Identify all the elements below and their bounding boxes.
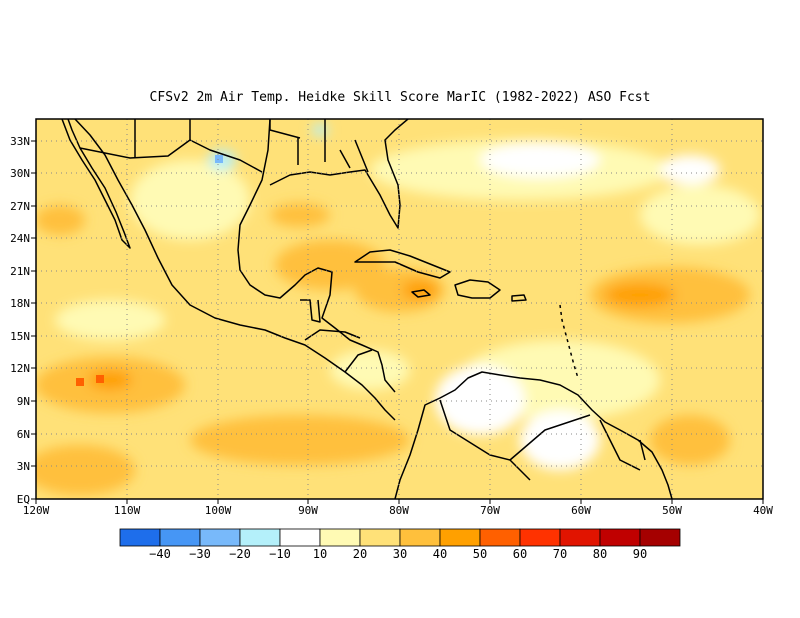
shading-orange-3 bbox=[190, 415, 410, 465]
colorbar-label: −20 bbox=[229, 547, 251, 561]
shading-red-2 bbox=[96, 375, 104, 383]
colorbar-label: 50 bbox=[473, 547, 487, 561]
colorbar-swatches bbox=[119, 528, 681, 547]
colorbar-swatch bbox=[239, 528, 281, 547]
colorbar-swatch bbox=[319, 528, 361, 547]
figure-title: CFSv2 2m Air Temp. Heidke Skill Score Ma… bbox=[150, 90, 651, 105]
coastline-mexico-pacific bbox=[74, 119, 396, 421]
coastline-lesser-antilles bbox=[559, 304, 579, 379]
border-us-states bbox=[134, 119, 369, 173]
colorbar-label: −40 bbox=[149, 547, 171, 561]
coastline-cuba bbox=[354, 249, 451, 279]
coastline-hispaniola bbox=[454, 279, 501, 299]
colorbar-label: −10 bbox=[269, 547, 291, 561]
colorbar-label: 40 bbox=[433, 547, 447, 561]
x-axis: 120W 110W 100W 90W 80W 70W 60W 50W 40W bbox=[23, 499, 773, 517]
shading-white-3 bbox=[520, 410, 600, 470]
y-tick-label: 12N bbox=[10, 362, 30, 375]
shading-orange-5 bbox=[355, 268, 445, 312]
colorbar-swatch bbox=[639, 528, 681, 547]
colorbar-swatch bbox=[399, 528, 441, 547]
colorbar-label: 90 bbox=[633, 547, 647, 561]
shading-light-6 bbox=[330, 350, 410, 390]
shading-light-1 bbox=[130, 160, 250, 240]
y-tick-label: 3N bbox=[17, 460, 30, 473]
y-axis: EQ 3N 6N 9N 12N 15N 18N 21N 24N 27N 30N … bbox=[10, 135, 36, 506]
coastline-puerto-rico bbox=[511, 294, 527, 302]
colorbar-swatch bbox=[359, 528, 401, 547]
y-tick-label: 24N bbox=[10, 232, 30, 245]
colorbar-label: −30 bbox=[189, 547, 211, 561]
coastline-jamaica bbox=[411, 289, 431, 298]
colorbar-swatch bbox=[279, 528, 321, 547]
shading-orange-2 bbox=[36, 445, 135, 495]
shading-blue-2 bbox=[312, 124, 328, 136]
y-tick-label: 33N bbox=[10, 135, 30, 148]
shading-white-2 bbox=[435, 365, 525, 435]
x-tick-label: 50W bbox=[662, 504, 682, 517]
shading-red-1 bbox=[76, 378, 84, 386]
colorbar-label: 80 bbox=[593, 547, 607, 561]
colorbar-label: 70 bbox=[553, 547, 567, 561]
x-tick-label: 120W bbox=[23, 504, 50, 517]
colorbar-swatch bbox=[199, 528, 241, 547]
x-tick-label: 40W bbox=[753, 504, 773, 517]
colorbar-label: 20 bbox=[353, 547, 367, 561]
x-tick-label: 100W bbox=[205, 504, 232, 517]
colorbar-swatch bbox=[599, 528, 641, 547]
y-tick-label: 18N bbox=[10, 297, 30, 310]
border-central-america bbox=[304, 329, 373, 373]
y-tick-label: 6N bbox=[17, 428, 30, 441]
y-tick-label: 15N bbox=[10, 330, 30, 343]
colorbar-swatch bbox=[119, 528, 161, 547]
shading-orange-10 bbox=[605, 283, 675, 307]
colorbar-swatch bbox=[439, 528, 481, 547]
y-tick-label: 30N bbox=[10, 167, 30, 180]
x-tick-label: 110W bbox=[114, 504, 141, 517]
shading-orange-7 bbox=[270, 203, 330, 227]
shading-light-4 bbox=[640, 185, 760, 245]
colorbar-label: 60 bbox=[513, 547, 527, 561]
y-tick-label: EQ bbox=[17, 493, 30, 506]
x-tick-label: 60W bbox=[571, 504, 591, 517]
colorbar-label: 10 bbox=[313, 547, 327, 561]
coastline-south-america bbox=[394, 371, 673, 499]
shading-orange-9 bbox=[88, 370, 132, 390]
shading-orange-12 bbox=[650, 415, 730, 465]
border-yucatan bbox=[300, 299, 321, 323]
shading-white-1 bbox=[480, 142, 600, 178]
gridlines bbox=[36, 119, 763, 499]
x-tick-label: 70W bbox=[480, 504, 500, 517]
colorbar: −40 −30 −20 −10 10 20 30 40 50 60 70 80 90 bbox=[119, 528, 681, 561]
shading-blue-3 bbox=[215, 155, 223, 163]
colorbar-label: 30 bbox=[393, 547, 407, 561]
shading-orange-8 bbox=[36, 205, 85, 235]
x-tick-label: 90W bbox=[298, 504, 318, 517]
map-plot-area bbox=[35, 118, 764, 500]
y-tick-label: 27N bbox=[10, 200, 30, 213]
colorbar-labels: −40 −30 −20 −10 10 20 30 40 50 60 70 80 90 bbox=[149, 547, 647, 561]
x-tick-label: 80W bbox=[389, 504, 409, 517]
coastline-baja bbox=[61, 119, 131, 249]
x-axis-ticks bbox=[35, 499, 764, 504]
y-tick-label: 9N bbox=[17, 395, 30, 408]
y-axis-ticks bbox=[31, 140, 36, 500]
colorbar-swatch bbox=[479, 528, 521, 547]
shading-light-2 bbox=[55, 300, 165, 340]
coastline-mexico-gulf bbox=[237, 119, 396, 393]
colorbar-swatch bbox=[159, 528, 201, 547]
colorbar-swatch bbox=[559, 528, 601, 547]
colorbar-swatch bbox=[519, 528, 561, 547]
y-tick-label: 21N bbox=[10, 265, 30, 278]
shading-white-4 bbox=[660, 155, 720, 185]
